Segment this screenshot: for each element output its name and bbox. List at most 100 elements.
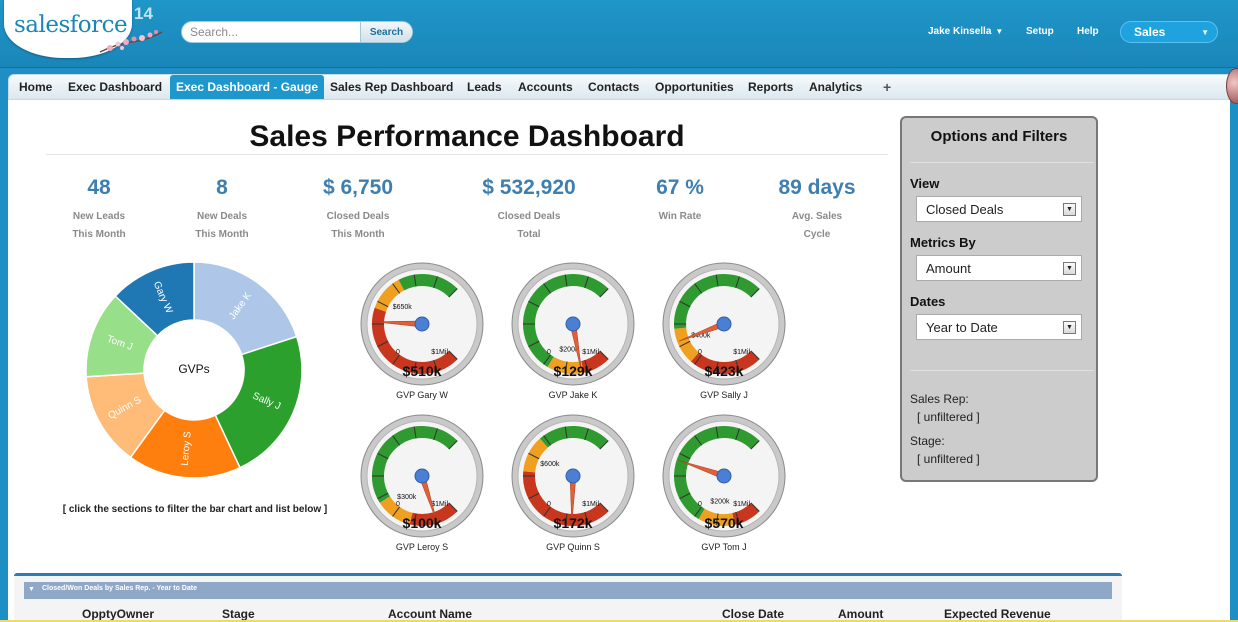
gauge-tick	[735, 359, 740, 372]
gauge-dial: $650k 0 $1Mil	[360, 262, 484, 386]
tab-reports[interactable]: Reports	[748, 80, 794, 94]
gauge-tick	[433, 359, 438, 372]
stage-filter-label: Stage:	[910, 434, 945, 448]
dates-label: Dates	[910, 294, 946, 309]
metrics-by-label: Metrics By	[910, 235, 976, 250]
tab-accounts[interactable]: Accounts	[518, 80, 573, 94]
search-button[interactable]: Search	[360, 22, 412, 42]
metrics-by-select-value: Amount	[926, 261, 971, 276]
gauge-tick	[564, 274, 568, 287]
column-header-expected-revenue[interactable]: Expected Revenue	[944, 607, 1051, 621]
donut-slice-jake-k[interactable]	[193, 261, 298, 356]
closed-won-deals-panel: ▼ Closed/Won Deals by Sales Rep. - Year …	[14, 573, 1122, 622]
metric-value: $ 6,750	[322, 176, 394, 199]
gauge-band-green	[372, 426, 458, 503]
sales-rep-filter-label: Sales Rep:	[910, 392, 969, 406]
gauge-tick	[750, 502, 760, 512]
donut-slice-gary-w[interactable]	[114, 261, 195, 337]
column-header-stage[interactable]: Stage	[222, 607, 255, 621]
gauge-tick	[413, 426, 417, 439]
column-header-oppty-owner[interactable]: OpptyOwner	[82, 607, 155, 621]
search-input[interactable]	[190, 24, 360, 40]
options-title: Options and Filters	[930, 128, 1068, 145]
metric-label: New Leads This Month	[72, 211, 126, 240]
gauge-tick	[392, 435, 401, 446]
gauge-tick	[564, 361, 568, 374]
view-select[interactable]: Closed Deals ▼	[916, 196, 1082, 222]
stage-filter-value[interactable]: [ unfiltered ]	[917, 452, 980, 466]
gauge-target-label: $650k	[393, 304, 413, 311]
dates-select[interactable]: Year to Date ▼	[916, 314, 1082, 340]
tab-home[interactable]: Home	[19, 80, 53, 94]
tab-exec-dashboard[interactable]: Exec Dashboard	[68, 80, 163, 94]
gauge-tick	[528, 340, 540, 348]
gauge-hub	[414, 316, 430, 332]
global-search: Search	[181, 21, 413, 43]
metric-sales-cycle: 89 days Avg. Sales Cycle	[752, 176, 882, 244]
user-menu[interactable]: Jake Kinsella ▼	[928, 26, 1003, 37]
tab-exec-dashboard-gauge[interactable]: Exec Dashboard - Gauge	[170, 75, 325, 99]
gauge-tick	[377, 452, 389, 460]
chevron-down-icon: ▼	[1063, 321, 1076, 334]
gauge-value: $100k	[402, 515, 442, 531]
gauge-min-label: 0	[547, 501, 551, 508]
gauge-tick	[377, 492, 389, 500]
column-header-amount[interactable]: Amount	[838, 607, 884, 621]
gauge-max-label: $1Mil	[733, 501, 750, 508]
metric-label: Avg. Sales Cycle	[791, 211, 843, 240]
metrics-by-select[interactable]: Amount ▼	[916, 255, 1082, 281]
add-tab-icon[interactable]: +	[883, 79, 892, 95]
gauge-hub	[716, 316, 732, 332]
gauge-tick	[543, 354, 552, 365]
chevron-down-icon: ▼	[995, 27, 1004, 36]
gauge-target-label: $200k	[710, 499, 730, 506]
app-switcher[interactable]: Sales ▼	[1120, 21, 1218, 43]
chevron-down-icon: ▼	[1201, 28, 1209, 37]
gauge-tick	[715, 274, 719, 287]
gauge-tick	[679, 340, 691, 348]
gauge-tick	[377, 300, 389, 308]
help-link[interactable]: Help	[1077, 26, 1099, 37]
metric-win-rate: 67 % Win Rate	[615, 176, 745, 226]
gauge-label: GVP Tom J	[701, 542, 747, 552]
tab-opportunities[interactable]: Opportunities	[655, 80, 734, 94]
setup-link[interactable]: Setup	[1026, 26, 1054, 37]
logo-text: salesforce	[14, 12, 128, 38]
gauge-max-label: $1Mil	[431, 349, 448, 356]
tab-contacts[interactable]: Contacts	[588, 80, 640, 94]
gauge-tick	[413, 361, 417, 374]
column-header-account-name[interactable]: Account Name	[388, 607, 473, 621]
tab-leads[interactable]: Leads	[467, 80, 502, 94]
gauge-tom-j[interactable]: $200k 0 $1Mil $570k GVP Tom J	[662, 414, 796, 564]
donut-slice-sally-j[interactable]	[214, 335, 303, 469]
gauge-min-label: 0	[698, 501, 702, 508]
tab-sales-rep-dashboard[interactable]: Sales Rep Dashboard	[330, 80, 454, 94]
gauge-quinn-s[interactable]: $600k 0 $1Mil $172k GVP Quinn S	[511, 414, 645, 564]
gauge-leroy-s[interactable]: $300k 0 $1Mil $100k GVP Leroy S	[360, 414, 494, 564]
app-header: salesforce 14 Search Jake Kinsella▼ Setu…	[0, 0, 1238, 68]
gauge-tick	[528, 300, 540, 308]
gauge-dial: $200k 0 $1Mil	[511, 262, 635, 386]
tab-analytics[interactable]: Analytics	[809, 80, 863, 94]
gauge-tick	[599, 288, 609, 298]
view-select-value: Closed Deals	[926, 202, 1004, 217]
gauge-jake-k[interactable]: $200k 0 $1Mil $129k GVP Jake K	[511, 262, 645, 412]
gauge-tick	[750, 350, 760, 360]
salesforce-logo[interactable]: salesforce	[4, 0, 132, 58]
gauge-target-label: $300k	[397, 494, 417, 501]
gauge-min-label: 0	[396, 501, 400, 508]
release-badge: 14	[134, 4, 153, 23]
table-header-bar[interactable]: ▼ Closed/Won Deals by Sales Rep. - Year …	[24, 582, 1112, 599]
gauge-hub	[414, 468, 430, 484]
gauge-sally-j[interactable]: $400k 0 $1Mil $423k GVP Sally J	[662, 262, 796, 412]
gauge-min-label: 0	[396, 349, 400, 356]
sales-rep-filter-value[interactable]: [ unfiltered ]	[917, 410, 980, 424]
gauge-tick	[715, 513, 719, 526]
collapse-toggle-icon[interactable]: ▼	[28, 586, 35, 593]
gauge-label: GVP Jake K	[548, 390, 598, 400]
column-header-close-date[interactable]: Close Date	[722, 607, 785, 621]
gauge-band-orange	[374, 279, 405, 312]
gauge-tick	[584, 276, 589, 289]
gauge-gary-w[interactable]: $650k 0 $1Mil $510k GVP Gary W	[360, 262, 494, 412]
